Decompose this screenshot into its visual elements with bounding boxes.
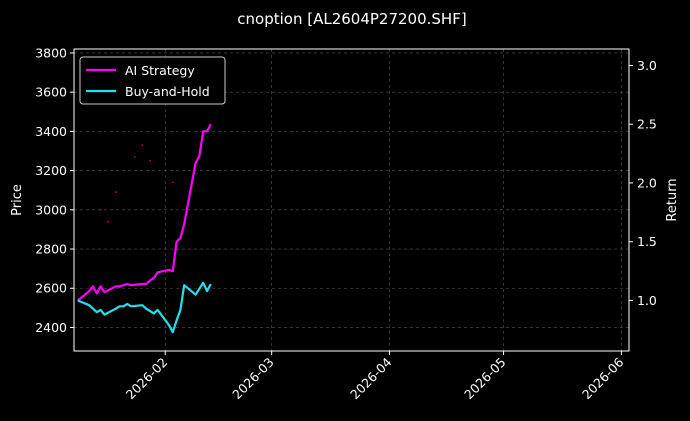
- series-line-buy-and-hold: [77, 281, 212, 334]
- left-y-axis: 2400 2600 2800 3000 3200 3400 3600 3800: [35, 45, 74, 335]
- left-y-tick-label: 3200: [35, 163, 67, 178]
- left-y-axis-label: Price: [10, 184, 25, 216]
- scatter-point: [171, 181, 174, 184]
- plot-series: [77, 123, 212, 334]
- legend-box: [79, 56, 226, 105]
- right-y-axis-label: Return: [665, 178, 680, 221]
- legend: AI Strategy Buy-and-Hold: [79, 56, 226, 105]
- right-y-tick-label: 2.0: [637, 175, 657, 190]
- left-y-tick-label: 2600: [35, 281, 67, 296]
- scatter-point: [133, 155, 136, 158]
- right-y-tick-label: 3.0: [637, 58, 657, 73]
- right-y-axis: 1.0 1.5 2.0 2.5 3.0: [629, 58, 657, 308]
- scatter-point: [141, 144, 144, 146]
- series-line-ai-strategy: [77, 123, 212, 302]
- scatter-point: [99, 208, 102, 211]
- scatter-point: [114, 191, 117, 194]
- left-y-tick-label: 3800: [35, 45, 67, 60]
- left-y-tick-label: 3000: [35, 202, 67, 217]
- right-y-tick-label: 1.0: [637, 293, 657, 308]
- left-y-tick-label: 2400: [35, 320, 67, 335]
- left-y-tick-label: 3600: [35, 85, 67, 100]
- scatter-point: [107, 220, 110, 223]
- legend-label-ai-strategy: AI Strategy: [125, 63, 195, 78]
- left-y-tick-label: 3400: [35, 124, 67, 139]
- left-y-tick-label: 2800: [35, 242, 67, 257]
- chart-title: cnoption [AL2604P27200.SHF]: [237, 10, 466, 28]
- legend-label-buy-and-hold: Buy-and-Hold: [125, 84, 210, 99]
- right-y-tick-label: 1.5: [637, 234, 657, 249]
- scatter-point: [149, 159, 151, 162]
- plot-frame: [73, 48, 630, 352]
- right-y-tick-label: 2.5: [637, 117, 657, 132]
